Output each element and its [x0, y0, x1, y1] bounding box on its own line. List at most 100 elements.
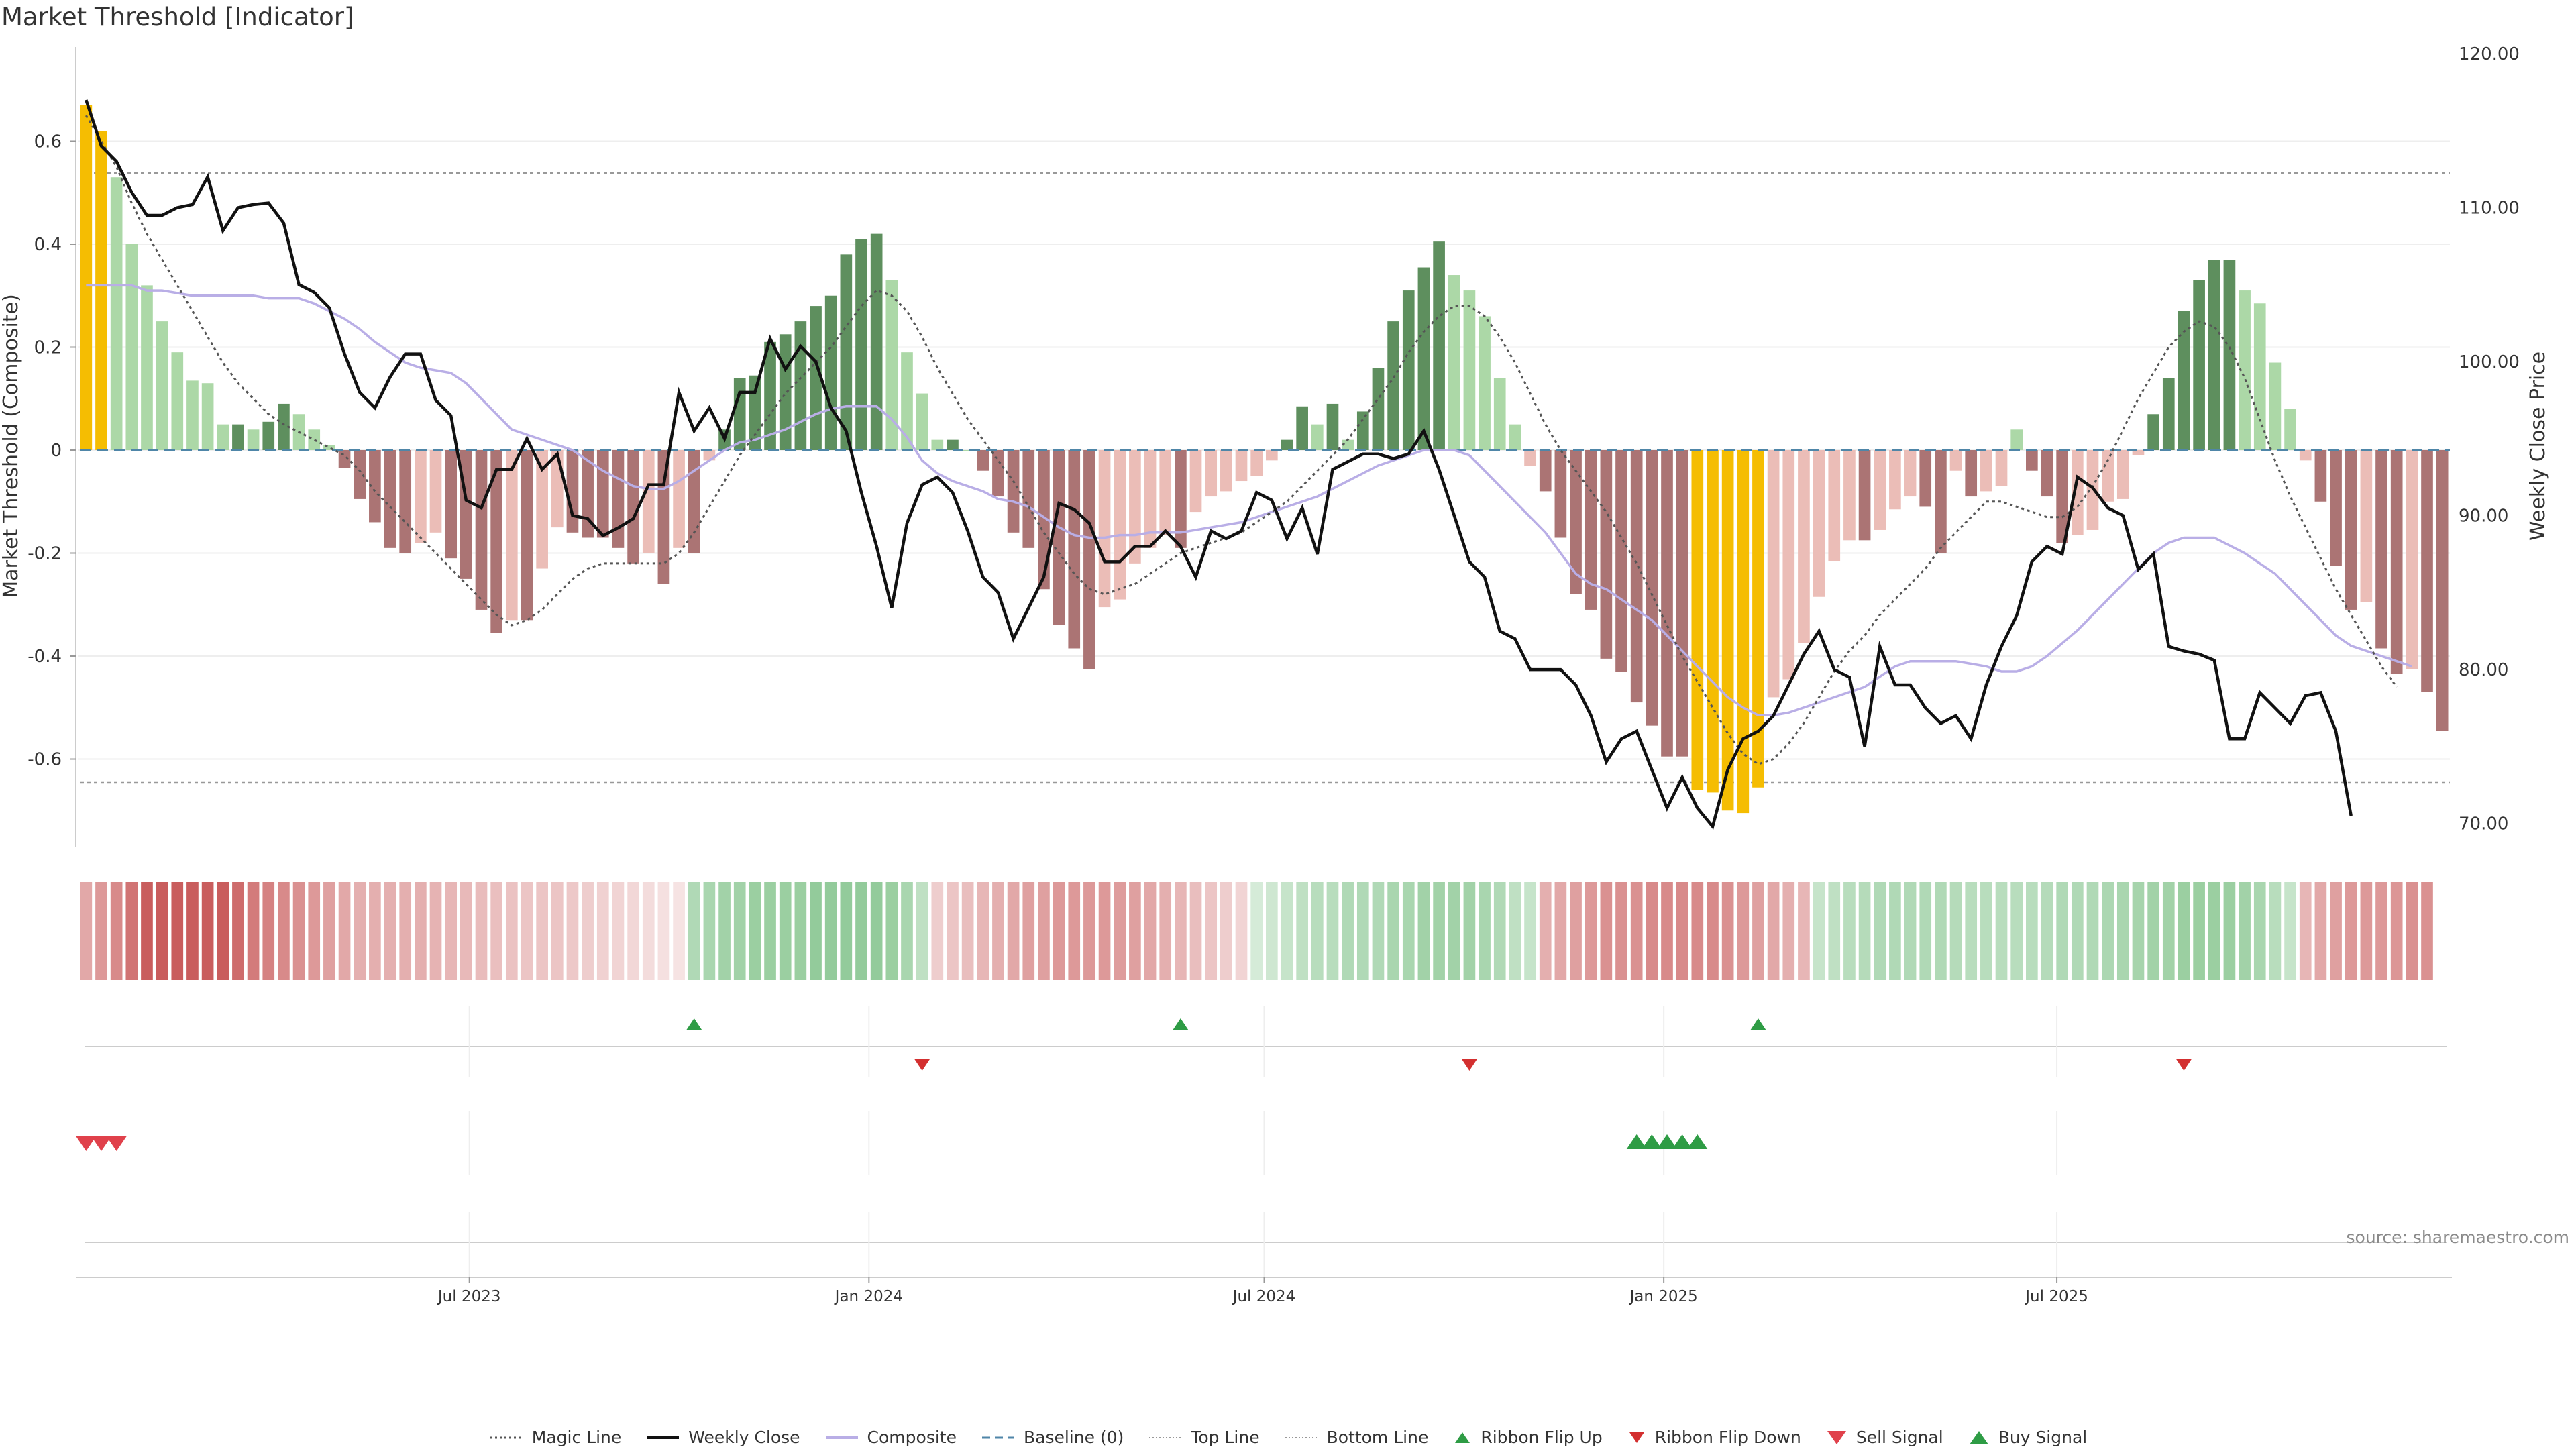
buy-signal-marker	[1642, 1134, 1662, 1149]
histogram-bar	[596, 450, 609, 538]
histogram-bar	[1159, 450, 1172, 535]
ribbon-cell	[2041, 882, 2053, 980]
histogram-bar	[1721, 450, 1734, 811]
source-note: source: sharemaestro.com	[2346, 1228, 2570, 1247]
histogram-bar	[2330, 450, 2342, 566]
histogram-bar	[1022, 450, 1035, 548]
sell-signal-marker	[91, 1136, 111, 1151]
histogram-bar	[673, 450, 685, 548]
histogram-bar	[2345, 450, 2357, 610]
solid-line-icon	[647, 1436, 680, 1439]
histogram-bar	[1326, 403, 1339, 450]
histogram-bar	[961, 450, 974, 451]
histogram-bar	[2193, 280, 2205, 450]
ribbon-cell	[1417, 882, 1430, 980]
ribbon-cell	[505, 882, 518, 980]
ribbon-cell	[2071, 882, 2084, 980]
dotted-line-icon	[1285, 1436, 1318, 1438]
histogram-bar	[2436, 450, 2449, 731]
x-tick-label: Jul 2025	[2024, 1288, 2088, 1305]
ribbon-cell	[1874, 882, 1886, 980]
legend-item-magic: Magic Line	[489, 1428, 621, 1447]
left-tick-label: 0.4	[34, 235, 62, 255]
x-tick-label: Jul 2023	[437, 1288, 501, 1305]
ribbon-cell	[1235, 882, 1248, 980]
ribbon-cell	[1175, 882, 1187, 980]
ribbon-cell	[95, 882, 107, 980]
ribbon-cell	[885, 882, 898, 980]
ribbon-cell	[1098, 882, 1111, 980]
ribbon-cell	[445, 882, 458, 980]
histogram-bar	[186, 380, 199, 450]
ribbon-cell	[2102, 882, 2114, 980]
ribbon-cell	[1265, 882, 1278, 980]
histogram-bar	[749, 375, 761, 450]
ribbon-cell	[596, 882, 609, 980]
weekly-close-line	[85, 99, 2353, 830]
histogram-bar	[642, 450, 655, 553]
histogram-bar	[2360, 450, 2373, 602]
ribbon-cell	[2406, 882, 2418, 980]
ribbon-cell	[429, 882, 442, 980]
histogram-bar	[1782, 450, 1795, 680]
histogram-bar	[2253, 303, 2266, 450]
histogram-bar	[1949, 450, 1962, 471]
ribbon-cell	[703, 882, 716, 980]
ribbon-cell	[1813, 882, 1825, 980]
histogram-bar	[2026, 450, 2038, 471]
ribbon-cell	[247, 882, 260, 980]
ribbon-cell	[2026, 882, 2038, 980]
ribbon-cell	[1159, 882, 1172, 980]
histogram-bar	[779, 334, 792, 450]
ribbon-cell	[1433, 882, 1445, 980]
histogram-bar	[733, 378, 746, 450]
legend-item-baseline: Baseline (0)	[981, 1428, 1124, 1447]
histogram-bar	[1828, 450, 1841, 561]
histogram-bar	[323, 445, 335, 450]
histogram-bar	[1767, 450, 1780, 698]
ribbon-cell	[1646, 882, 1658, 980]
triangle-down-icon	[1827, 1430, 1846, 1444]
ribbon-cell	[1630, 882, 1643, 980]
histogram-bar	[1904, 450, 1917, 497]
ribbon-cell	[110, 882, 123, 980]
ribbon-cell	[2208, 882, 2220, 980]
ribbon-cell	[1281, 882, 1293, 980]
histogram-bar	[1433, 241, 1445, 450]
ribbon-cell	[1752, 882, 1764, 980]
ribbon-cell	[1828, 882, 1841, 980]
right-tick-label: 100.00	[2459, 352, 2520, 372]
histogram-bar	[840, 254, 853, 450]
histogram-bar	[1509, 424, 1521, 450]
histogram-bar	[1570, 450, 1582, 594]
ribbon-cell	[1479, 882, 1491, 980]
histogram-bar	[1676, 450, 1688, 757]
histogram-bar	[445, 450, 458, 559]
histogram-bar	[429, 450, 442, 533]
ribbon-cell	[688, 882, 700, 980]
ribbon-cell	[673, 882, 685, 980]
histogram-bar	[2314, 450, 2327, 502]
ribbon-cell	[1342, 882, 1354, 980]
ribbon-cell	[2223, 882, 2236, 980]
histogram-bar	[521, 450, 533, 621]
ribbon-cell	[870, 882, 883, 980]
triangle-down-icon	[1629, 1432, 1644, 1443]
legend-item-close: Weekly Close	[645, 1428, 800, 1447]
histogram-bar	[1874, 450, 1886, 530]
histogram-bar	[1707, 450, 1719, 793]
histogram-bar	[1479, 316, 1491, 450]
ribbon-cell	[1995, 882, 2008, 980]
ribbon-cell	[232, 882, 244, 980]
ribbon-cell	[916, 882, 928, 980]
ribbon-cell	[1858, 882, 1871, 980]
histogram-bar	[2421, 450, 2433, 692]
histogram-bar	[1448, 275, 1460, 450]
histogram-bar	[1539, 450, 1552, 492]
histogram-bar	[1205, 450, 1218, 497]
ribbon-cell	[2162, 882, 2175, 980]
ribbon-cell	[2086, 882, 2099, 980]
right-tick-label: 90.00	[2459, 506, 2508, 527]
magic-line	[85, 115, 2398, 765]
histogram-bar	[1189, 450, 1202, 513]
